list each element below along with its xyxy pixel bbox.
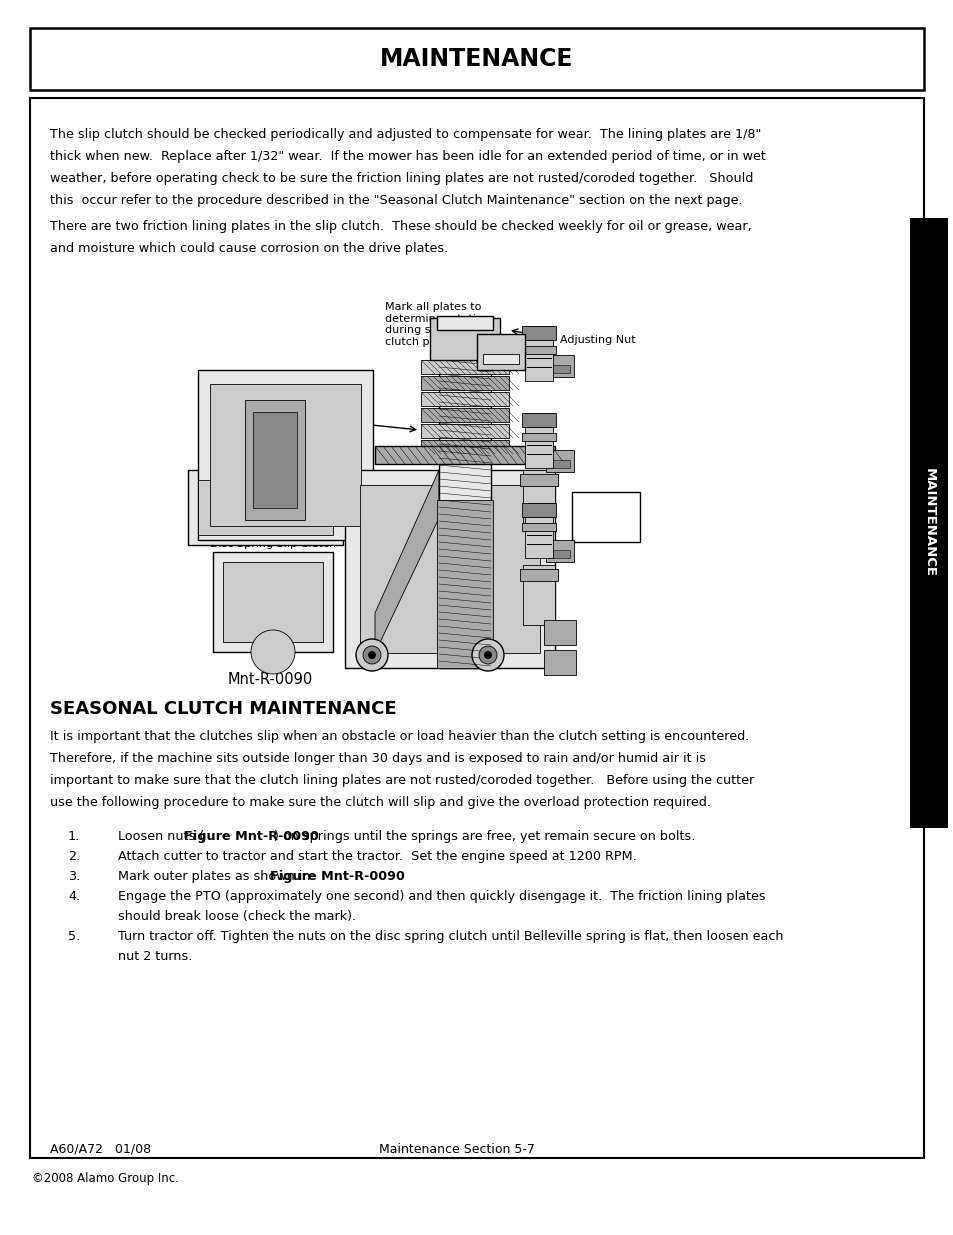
Text: Maintenance Section 5-7: Maintenance Section 5-7 xyxy=(378,1144,535,1156)
Circle shape xyxy=(368,651,375,659)
Text: Mark all plates to
determine rotation
during seasonal
clutch procedure.: Mark all plates to determine rotation du… xyxy=(385,303,489,347)
Text: There are two friction lining plates in the slip clutch.  These should be checke: There are two friction lining plates in … xyxy=(50,220,751,233)
Bar xyxy=(524,326,553,382)
Bar xyxy=(521,503,556,517)
Text: nut 2 turns.: nut 2 turns. xyxy=(118,950,193,963)
Bar xyxy=(198,480,333,535)
Text: 5.: 5. xyxy=(68,930,80,944)
Bar xyxy=(30,98,923,1158)
Bar xyxy=(524,412,553,468)
Text: MAINTENANCE: MAINTENANCE xyxy=(380,47,573,70)
Bar xyxy=(521,346,556,354)
Text: Friction
Lining
Plate: Friction Lining Plate xyxy=(299,415,339,448)
Bar xyxy=(213,552,333,652)
Circle shape xyxy=(478,646,497,664)
Polygon shape xyxy=(375,471,438,653)
Bar xyxy=(345,471,555,668)
Bar xyxy=(521,412,556,427)
Text: Figure Mnt-R-0090: Figure Mnt-R-0090 xyxy=(270,869,404,883)
Text: thick when new.  Replace after 1/32" wear.  If the mower has been idle for an ex: thick when new. Replace after 1/32" wear… xyxy=(50,149,765,163)
Bar xyxy=(420,424,509,438)
Circle shape xyxy=(251,630,294,674)
Bar xyxy=(521,522,556,531)
Bar xyxy=(375,446,555,464)
Bar xyxy=(188,471,343,545)
Text: Engage the PTO (approximately one second) and then quickly disengage it.  The fr: Engage the PTO (approximately one second… xyxy=(118,890,765,903)
Text: should break loose (check the mark).: should break loose (check the mark). xyxy=(118,910,355,923)
Text: 1.: 1. xyxy=(68,830,80,844)
Text: Turn tractor off. Tighten the nuts on the disc spring clutch until Belleville sp: Turn tractor off. Tighten the nuts on th… xyxy=(118,930,782,944)
Text: use the following procedure to make sure the clutch will slip and give the overl: use the following procedure to make sure… xyxy=(50,797,710,809)
Text: important to make sure that the clutch lining plates are not rusted/coroded toge: important to make sure that the clutch l… xyxy=(50,774,754,787)
Bar xyxy=(420,408,509,422)
Bar xyxy=(545,354,574,377)
Bar xyxy=(436,316,493,330)
Bar xyxy=(476,333,524,370)
Text: It is important that the clutches slip when an obstacle or load heavier than the: It is important that the clutches slip w… xyxy=(50,730,749,743)
Text: The slip clutch should be checked periodically and adjusted to compensate for we: The slip clutch should be checked period… xyxy=(50,128,760,141)
Bar xyxy=(245,400,305,520)
Bar xyxy=(550,550,569,558)
Bar xyxy=(30,28,923,90)
Text: Loosen nuts (: Loosen nuts ( xyxy=(118,830,204,844)
Text: A60/A72   01/08: A60/A72 01/08 xyxy=(50,1144,151,1156)
Bar xyxy=(545,450,574,472)
Text: 2.: 2. xyxy=(68,850,80,863)
Bar xyxy=(253,412,296,508)
Text: this  occur refer to the procedure described in the "Seasonal Clutch Maintenance: this occur refer to the procedure descri… xyxy=(50,194,741,207)
Text: and moisture which could cause corrosion on the drive plates.: and moisture which could cause corrosion… xyxy=(50,242,448,254)
Bar xyxy=(550,459,569,468)
Text: 3.: 3. xyxy=(68,869,80,883)
Bar xyxy=(543,620,576,645)
Bar xyxy=(521,433,556,441)
Text: 4.: 4. xyxy=(68,890,80,903)
Circle shape xyxy=(355,638,388,671)
Bar xyxy=(909,219,947,827)
Text: MAINTENANCE: MAINTENANCE xyxy=(922,468,935,578)
Circle shape xyxy=(472,638,503,671)
Bar xyxy=(420,359,509,374)
Bar xyxy=(223,562,323,642)
Text: Figure Mnt-R-0090: Figure Mnt-R-0090 xyxy=(184,830,318,844)
Text: Mark outer plates as shown in: Mark outer plates as shown in xyxy=(118,869,314,883)
Bar xyxy=(545,540,574,562)
Bar xyxy=(524,503,553,558)
Bar xyxy=(420,375,509,390)
Text: weather, before operating check to be sure the friction lining plates are not ru: weather, before operating check to be su… xyxy=(50,172,753,185)
Text: Mnt-R-0090: Mnt-R-0090 xyxy=(228,672,313,687)
Text: ) on springs until the springs are free, yet remain secure on bolts.: ) on springs until the springs are free,… xyxy=(274,830,695,844)
Bar xyxy=(550,366,569,373)
Bar xyxy=(210,384,360,526)
Bar xyxy=(522,564,555,625)
Bar xyxy=(521,326,556,340)
Bar xyxy=(438,317,491,668)
Text: SEASONAL CLUTCH MAINTENANCE: SEASONAL CLUTCH MAINTENANCE xyxy=(50,700,396,718)
Circle shape xyxy=(363,646,380,664)
Bar xyxy=(482,354,518,364)
Bar xyxy=(572,492,639,542)
Text: Adjusting Nut: Adjusting Nut xyxy=(559,335,635,345)
Bar xyxy=(430,317,499,359)
Bar xyxy=(420,391,509,406)
Bar xyxy=(198,370,373,540)
Text: ©2008 Alamo Group Inc.: ©2008 Alamo Group Inc. xyxy=(32,1172,179,1186)
Bar xyxy=(543,650,576,676)
Bar xyxy=(436,500,493,668)
Text: Attach cutter to tractor and start the tractor.  Set the engine speed at 1200 RP: Attach cutter to tractor and start the t… xyxy=(118,850,636,863)
Bar xyxy=(519,569,558,580)
Bar xyxy=(420,440,509,454)
Text: Disc Spring Slip Clutch: Disc Spring Slip Clutch xyxy=(210,538,335,550)
Bar xyxy=(522,471,555,530)
Bar xyxy=(519,474,558,487)
Text: .: . xyxy=(359,869,364,883)
Bar xyxy=(359,485,539,653)
Circle shape xyxy=(483,651,492,659)
Text: Therefore, if the machine sits outside longer than 30 days and is exposed to rai: Therefore, if the machine sits outside l… xyxy=(50,752,705,764)
